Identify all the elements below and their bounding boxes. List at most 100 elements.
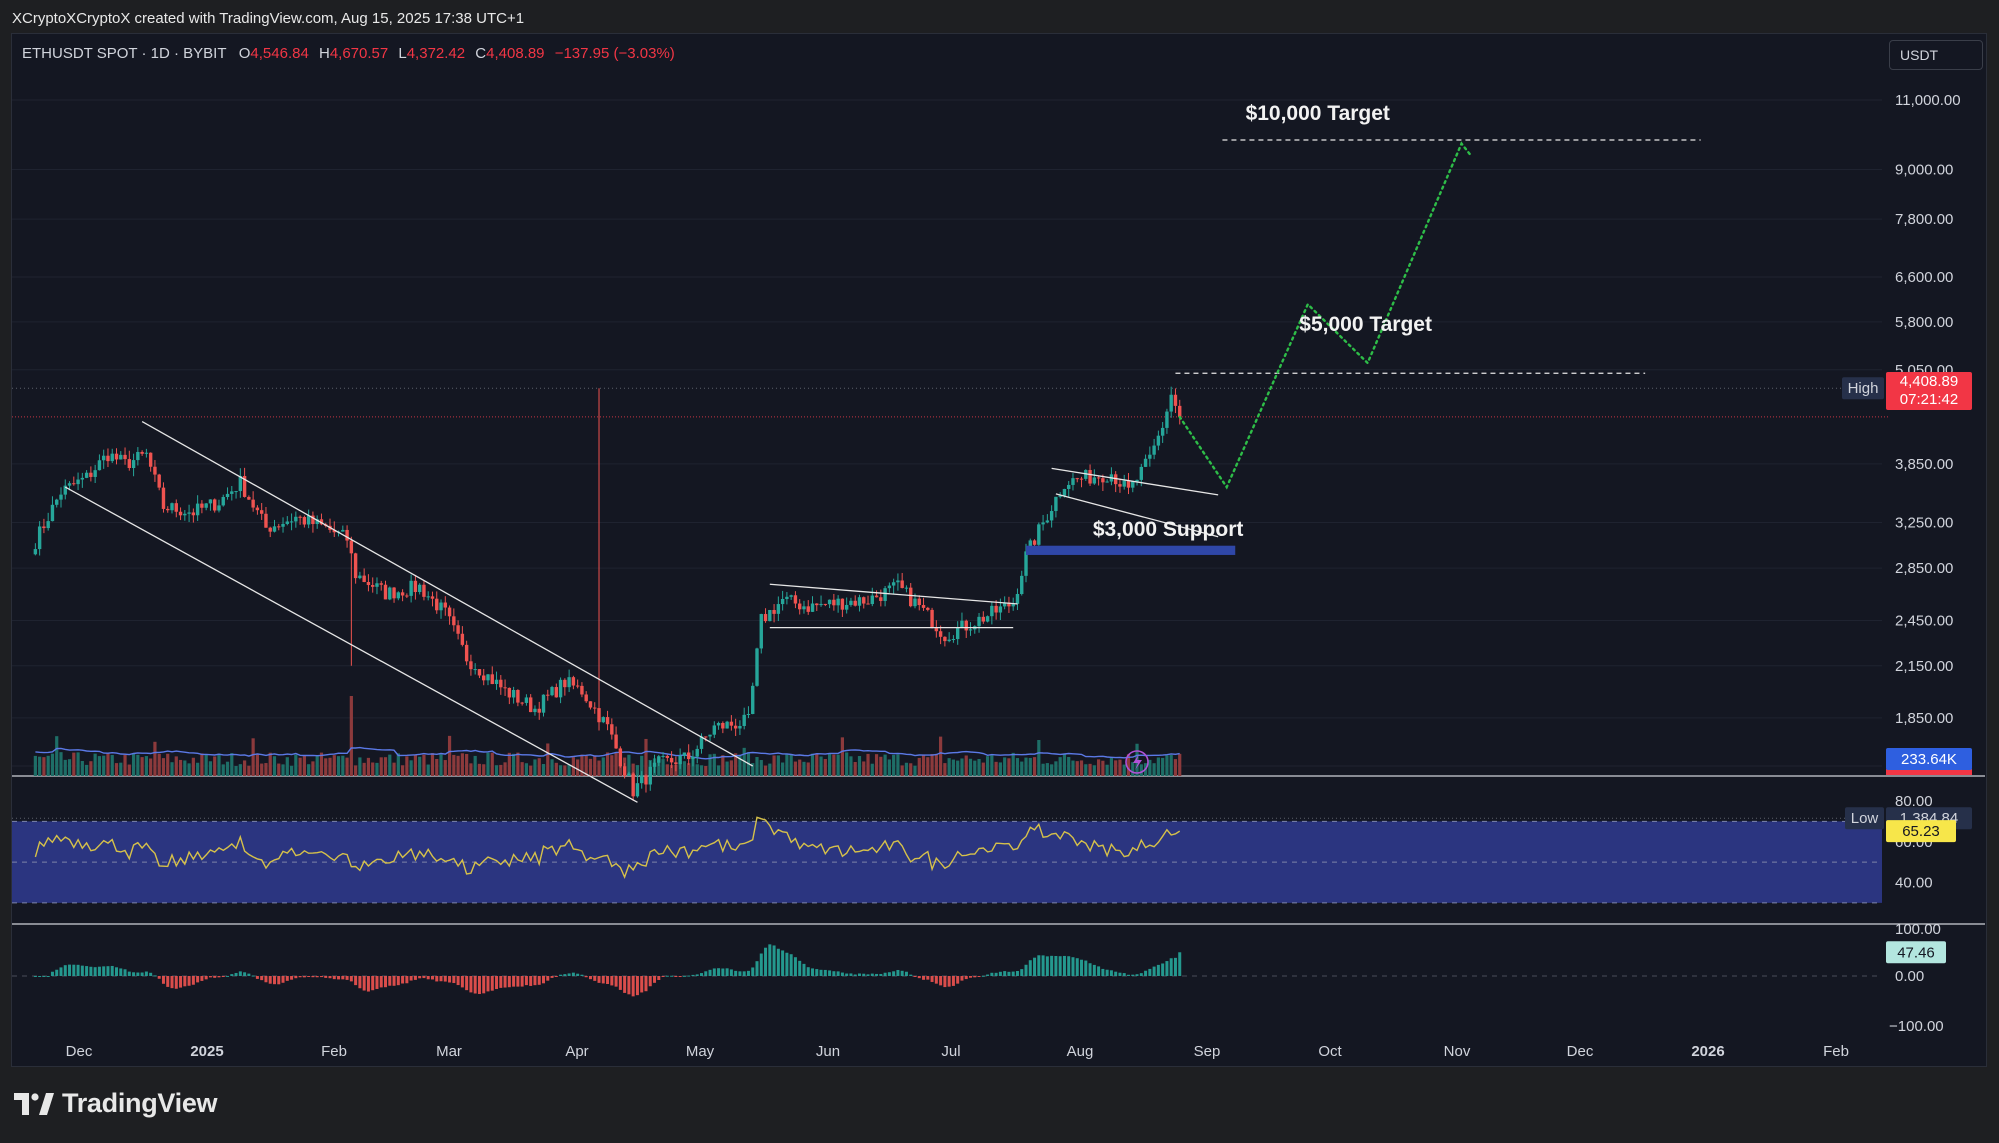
osc-histogram-bar xyxy=(708,969,712,976)
volume-bar xyxy=(533,759,537,776)
time-axis-label: Jun xyxy=(816,1043,840,1060)
candle-body xyxy=(699,736,704,749)
volume-bar xyxy=(964,755,968,776)
candle-body xyxy=(823,603,828,605)
osc-histogram-bar xyxy=(358,976,362,989)
candle-body xyxy=(652,762,657,767)
osc-histogram-bar xyxy=(384,976,388,988)
volume-bar xyxy=(1084,764,1088,776)
candle-body xyxy=(1015,594,1020,604)
candle-body xyxy=(435,598,439,611)
volume-bar xyxy=(465,753,469,776)
tradingview-logo-icon xyxy=(14,1092,54,1115)
osc-histogram-bar xyxy=(998,971,1002,976)
candle-body xyxy=(392,587,396,599)
candle-body xyxy=(921,605,926,608)
osc-histogram-bar xyxy=(793,957,797,976)
candle-body xyxy=(627,773,631,776)
lightning-icon xyxy=(1133,754,1142,770)
osc-histogram-bar xyxy=(853,974,857,976)
open-label: O xyxy=(238,45,251,62)
candle-body xyxy=(200,503,204,508)
candle-body xyxy=(832,599,836,606)
osc-histogram-bar xyxy=(875,973,879,976)
candle-body xyxy=(1165,411,1169,428)
volume-bar xyxy=(1067,756,1071,776)
osc-histogram-bar xyxy=(640,976,644,993)
volume-bar xyxy=(926,757,930,776)
candle-body xyxy=(259,510,264,514)
candle-body xyxy=(725,721,729,729)
volume-bar xyxy=(670,765,674,776)
volume-bar xyxy=(260,763,264,776)
osc-histogram-bar xyxy=(238,971,242,976)
volume-bar xyxy=(738,754,742,776)
osc-histogram-bar xyxy=(738,971,742,976)
volume-bar xyxy=(1045,763,1049,776)
volume-bar xyxy=(537,758,541,776)
volume-bar xyxy=(1011,752,1015,776)
candle-body xyxy=(810,603,815,612)
osc-histogram-bar xyxy=(896,969,900,976)
volume-bar xyxy=(512,753,516,776)
osc-histogram-bar xyxy=(533,976,537,986)
osc-histogram-bar xyxy=(725,968,729,976)
candle-body xyxy=(964,620,968,631)
osc-histogram-bar xyxy=(576,973,580,976)
candle-body xyxy=(144,452,149,454)
volume-bar xyxy=(768,763,772,776)
candle-body xyxy=(640,775,644,784)
candle-body xyxy=(1088,469,1092,484)
osc-histogram-bar xyxy=(196,976,200,983)
candle-body xyxy=(738,725,742,729)
osc-histogram-bar xyxy=(537,976,541,985)
volume-bar xyxy=(110,754,114,776)
osc-histogram-bar xyxy=(1122,973,1126,976)
osc-histogram-bar xyxy=(930,976,934,982)
volume-bar xyxy=(161,758,166,776)
osc-histogram-bar xyxy=(644,976,648,992)
osc-histogram-bar xyxy=(1050,955,1054,976)
candle-body xyxy=(1058,495,1062,497)
osc-histogram-bar xyxy=(119,968,123,976)
volume-bar xyxy=(1126,754,1131,776)
volume-bar xyxy=(576,759,580,776)
high-badge-label-bg xyxy=(1842,377,1884,400)
candle-body xyxy=(366,582,371,586)
volume-bar xyxy=(1101,760,1105,776)
osc-histogram-bar xyxy=(939,976,943,986)
volume-bar xyxy=(815,753,819,776)
osc-histogram-bar xyxy=(486,976,490,992)
volume-bar xyxy=(251,738,255,776)
osc-histogram-bar xyxy=(448,976,452,983)
candle-body xyxy=(686,752,691,760)
volume-bar xyxy=(909,763,913,776)
candle-body xyxy=(195,503,200,516)
volume-bar xyxy=(1079,760,1084,776)
candle-body xyxy=(930,609,934,629)
volume-bar xyxy=(221,764,225,776)
price-axis-label: 2,450.00 xyxy=(1895,612,1953,629)
osc-histogram-bar xyxy=(584,976,588,978)
osc-histogram-bar xyxy=(1054,956,1058,976)
volume-bar xyxy=(409,760,413,776)
volume-bar xyxy=(541,764,546,776)
candle-body xyxy=(208,499,213,504)
volume-bar xyxy=(72,752,76,776)
currency-selector[interactable]: USDT xyxy=(1889,40,1983,70)
osc-histogram-bar xyxy=(768,944,772,976)
osc-histogram-bar xyxy=(294,976,298,979)
candle-body xyxy=(1105,481,1109,483)
candle-body xyxy=(396,592,401,599)
time-axis-label: Feb xyxy=(321,1043,347,1060)
candle-body xyxy=(605,717,610,725)
candle-body xyxy=(1024,551,1028,576)
candle-body xyxy=(148,452,153,467)
candle-body xyxy=(704,736,708,738)
candle-body xyxy=(153,466,157,475)
last-price-badge-value: 4,408.89 xyxy=(1900,373,1958,390)
candle-body xyxy=(1041,522,1045,525)
candle-body xyxy=(1101,478,1105,483)
osc-histogram-bar xyxy=(345,976,349,980)
